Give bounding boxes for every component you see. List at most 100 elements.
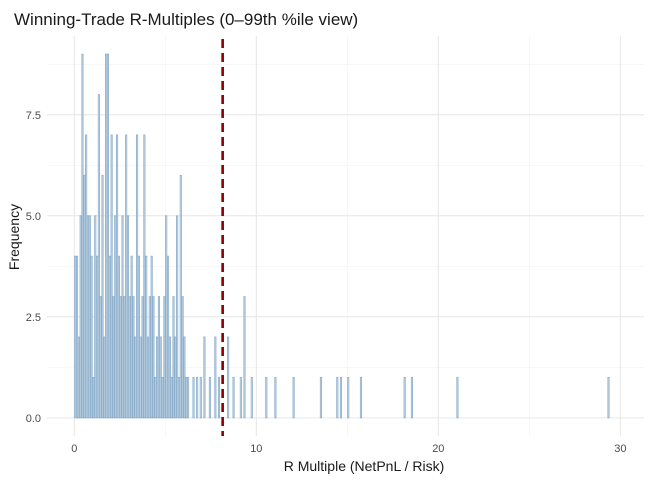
histogram-bar bbox=[239, 376, 242, 419]
histogram-bar bbox=[339, 376, 342, 419]
x-axis-title: R Multiple (NetPnL / Risk) bbox=[284, 458, 445, 474]
histogram-bar bbox=[208, 376, 211, 419]
histogram-bar bbox=[217, 376, 221, 419]
histogram-bar bbox=[105, 53, 108, 419]
histogram-bar bbox=[152, 296, 155, 419]
x-tick-label: 30 bbox=[614, 443, 626, 455]
histogram-bar bbox=[123, 296, 126, 419]
histogram-bar bbox=[83, 174, 86, 419]
histogram-bar bbox=[166, 255, 170, 419]
histogram-bar bbox=[94, 215, 97, 419]
histogram-bar bbox=[265, 376, 268, 419]
histogram-bar bbox=[214, 336, 217, 419]
histogram-bar bbox=[336, 376, 339, 419]
histogram-bar bbox=[347, 376, 350, 419]
histogram-bar bbox=[403, 376, 406, 419]
histogram-bar bbox=[607, 376, 610, 419]
y-tick-label: 7.5 bbox=[26, 110, 41, 122]
histogram-bar bbox=[116, 134, 119, 419]
x-tick-label: 20 bbox=[432, 443, 444, 455]
histogram-bar bbox=[319, 376, 322, 419]
histogram-bar bbox=[174, 336, 177, 419]
histogram-bar bbox=[199, 376, 202, 419]
histogram-bar bbox=[157, 296, 160, 419]
histogram-bar bbox=[139, 336, 142, 419]
bars-layer bbox=[74, 53, 610, 419]
y-axis-title: Frequency bbox=[6, 204, 22, 270]
histogram-bar bbox=[75, 255, 79, 419]
histogram-bar bbox=[117, 255, 120, 419]
histogram-bar bbox=[177, 376, 181, 419]
histogram-bar bbox=[185, 376, 188, 419]
histogram-bar bbox=[128, 296, 131, 419]
histogram-bar bbox=[103, 336, 106, 419]
histogram-bar bbox=[134, 336, 137, 419]
histogram-bar bbox=[96, 255, 99, 419]
histogram-bar bbox=[176, 215, 179, 419]
histogram-bar bbox=[156, 336, 159, 419]
histogram-bar bbox=[292, 376, 295, 419]
tick-labels-layer: 0 10 20 30 0.0 2.5 5.0 7.5 bbox=[26, 110, 627, 455]
histogram-bar bbox=[74, 255, 77, 419]
histogram-bar bbox=[243, 296, 246, 419]
histogram-bar bbox=[77, 336, 80, 419]
histogram-bar bbox=[112, 296, 115, 419]
histogram-bar bbox=[92, 376, 95, 419]
histogram-bar bbox=[85, 134, 88, 419]
histogram-bar bbox=[125, 134, 128, 419]
histogram-bar bbox=[196, 376, 199, 419]
histogram-bar bbox=[181, 296, 184, 419]
histogram-bar bbox=[187, 376, 190, 419]
histogram-bar bbox=[106, 53, 110, 419]
y-tick-label: 0.0 bbox=[26, 413, 41, 425]
histogram-bar bbox=[203, 336, 206, 419]
histogram-bar bbox=[183, 336, 186, 419]
chart-title: Winning-Trade R-Multiples (0–99th %ile v… bbox=[14, 10, 358, 29]
histogram-bar bbox=[81, 53, 84, 419]
histogram-bar bbox=[359, 376, 363, 419]
histogram-bar bbox=[148, 296, 151, 419]
y-tick-label: 5.0 bbox=[26, 211, 41, 223]
histogram-bar bbox=[250, 376, 253, 419]
histogram-bar bbox=[170, 376, 173, 419]
histogram-bar bbox=[86, 215, 89, 419]
histogram-bar bbox=[274, 376, 277, 419]
histogram-bar bbox=[101, 174, 104, 419]
histogram-bar bbox=[161, 376, 164, 419]
histogram-bar bbox=[179, 174, 182, 419]
histogram-bar bbox=[88, 215, 91, 419]
histogram-bar bbox=[192, 376, 195, 419]
histogram-bar bbox=[165, 215, 168, 419]
histogram-bar bbox=[136, 134, 139, 419]
histogram-bar bbox=[145, 255, 148, 419]
histogram-bar bbox=[119, 296, 122, 419]
histogram-bar bbox=[159, 336, 162, 419]
histogram-bar bbox=[143, 134, 146, 419]
histogram-bar bbox=[97, 94, 100, 419]
histogram-bar bbox=[108, 255, 111, 419]
histogram-bar bbox=[410, 376, 413, 419]
histogram-bar bbox=[232, 376, 235, 419]
histogram-bar bbox=[90, 255, 93, 419]
histogram-bar bbox=[227, 336, 230, 419]
histogram-bar bbox=[141, 296, 144, 419]
histogram-bar bbox=[146, 336, 150, 419]
x-tick-label: 10 bbox=[250, 443, 262, 455]
histogram-bar bbox=[150, 255, 153, 419]
histogram-bar bbox=[456, 376, 459, 419]
histogram-bar bbox=[130, 255, 133, 419]
x-tick-label: 0 bbox=[71, 443, 77, 455]
histogram-bar bbox=[121, 215, 124, 419]
histogram-bar bbox=[172, 296, 175, 419]
histogram-bar bbox=[163, 296, 166, 419]
histogram-bar bbox=[132, 296, 135, 419]
histogram-bar bbox=[154, 376, 157, 419]
histogram-bar bbox=[137, 255, 140, 419]
y-tick-label: 2.5 bbox=[26, 312, 41, 324]
histogram-bar bbox=[168, 336, 171, 419]
histogram-bar bbox=[110, 134, 113, 419]
histogram-bar bbox=[126, 215, 130, 419]
histogram-bar bbox=[99, 296, 102, 419]
